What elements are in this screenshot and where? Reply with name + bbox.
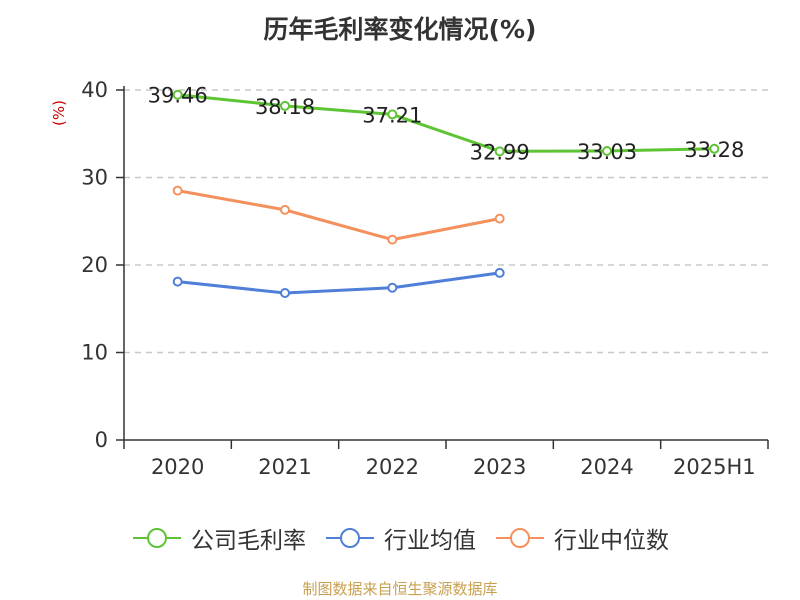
source-note: 制图数据来自恒生聚源数据库	[302, 580, 498, 598]
data-label: 33.28	[684, 138, 744, 162]
axis-layer: 0 10 20 30 40 2020 2021 2022 2023 2024 2025H1	[81, 78, 769, 479]
data-label: 39.46	[148, 84, 208, 108]
legend-label-industry-avg: 行业均值	[384, 528, 476, 554]
legend-item-industry-median[interactable]: 行业中位数	[494, 521, 669, 555]
data-label: 33.03	[577, 140, 637, 164]
data-point-industry_avg	[494, 267, 505, 278]
data-point-company	[602, 145, 612, 156]
x-tick-label: 2020	[151, 455, 204, 479]
legend-swatch-industry-median	[496, 528, 544, 548]
data-point-company	[387, 109, 398, 120]
legend: 公司毛利率 行业均值 行业中位数	[0, 520, 800, 556]
data-point-industry_median	[494, 213, 505, 224]
x-tick-label: 2023	[473, 455, 526, 479]
grid-layer	[124, 89, 768, 354]
data-point-company	[494, 146, 505, 157]
data-point-company	[172, 89, 183, 100]
legend-label-industry-median: 行业中位数	[554, 528, 669, 554]
data-label: 38.18	[255, 95, 315, 119]
data-label: 37.21	[362, 103, 422, 127]
x-tick-label: 2024	[580, 455, 633, 479]
legend-swatch-company	[133, 528, 181, 548]
y-tick-label: 40	[81, 78, 108, 102]
series-line-industry_avg	[177, 271, 500, 295]
legend-item-industry-avg[interactable]: 行业均值	[324, 521, 476, 555]
x-tick-label: 2021	[258, 455, 311, 479]
legend-item-company[interactable]: 公司毛利率	[131, 521, 306, 555]
data-point-industry_median	[280, 204, 290, 215]
data-point-company	[709, 143, 720, 154]
data-label: 32.99	[470, 140, 530, 164]
data-label-layer: 39.46 38.18 37.21 32.99 33.03 33.28	[148, 84, 745, 165]
data-point-company	[280, 100, 290, 111]
series-line-industry_median	[177, 189, 500, 242]
data-point-industry_avg	[280, 288, 290, 298]
y-tick-label: 20	[81, 253, 108, 277]
chart-title: 历年毛利率变化情况(%)	[263, 15, 537, 44]
y-tick-label: 0	[95, 428, 108, 452]
legend-label-company: 公司毛利率	[191, 528, 306, 554]
x-tick-label: 2022	[366, 455, 419, 479]
series-layer	[172, 89, 720, 298]
series-line-company	[177, 93, 715, 153]
y-tick-label: 30	[81, 166, 108, 190]
data-point-industry_median	[387, 234, 398, 245]
data-point-industry_median	[172, 185, 183, 196]
legend-swatch-industry-avg	[326, 528, 374, 548]
y-tick-label: 10	[81, 341, 108, 365]
data-point-industry_avg	[387, 282, 398, 293]
x-tick-label: 2025H1	[673, 455, 756, 479]
data-point-industry_avg	[172, 276, 183, 287]
